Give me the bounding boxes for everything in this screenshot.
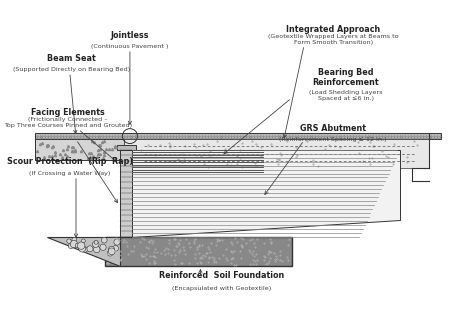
Circle shape — [107, 250, 113, 256]
Circle shape — [79, 245, 86, 252]
Circle shape — [75, 243, 80, 247]
Circle shape — [108, 246, 115, 253]
Text: Facing Elements: Facing Elements — [31, 108, 104, 116]
Bar — [124, 139, 428, 168]
Text: (Supported Directly on Bearing Bed): (Supported Directly on Bearing Bed) — [13, 67, 130, 72]
Circle shape — [101, 237, 107, 243]
Circle shape — [82, 247, 87, 252]
Text: GRS Abutment: GRS Abutment — [300, 124, 366, 133]
Circle shape — [108, 248, 115, 255]
Circle shape — [100, 244, 106, 251]
Circle shape — [67, 239, 71, 243]
Circle shape — [72, 237, 77, 242]
Text: Reinforced  Soil Foundation: Reinforced Soil Foundation — [158, 271, 284, 280]
Text: (Encapsulated with Geotextile): (Encapsulated with Geotextile) — [171, 285, 271, 290]
Circle shape — [81, 239, 85, 243]
Text: Bearing Bed
Reinforcement: Bearing Bed Reinforcement — [312, 68, 379, 87]
Circle shape — [70, 240, 77, 248]
Polygon shape — [47, 237, 120, 266]
Bar — [35, 133, 441, 139]
Circle shape — [94, 240, 98, 244]
Circle shape — [87, 246, 93, 252]
Bar — [105, 237, 292, 266]
Text: (If Crossing a Water Way): (If Crossing a Water Way) — [29, 171, 110, 176]
Text: (Geotextile Wrapped Layers at Beams to
Form Smooth Transition): (Geotextile Wrapped Layers at Beams to F… — [268, 34, 399, 45]
Bar — [120, 150, 132, 237]
Text: Jointless: Jointless — [111, 31, 149, 40]
Text: (Frictionally Connected –
Top Three Courses Pinned and Grouted): (Frictionally Connected – Top Three Cour… — [4, 117, 132, 128]
Text: (Load Shedding Layers
Spaced at ≤6 in.): (Load Shedding Layers Spaced at ≤6 in.) — [309, 90, 382, 101]
Text: (Reinforcement Spacing ≤ 12 in.): (Reinforcement Spacing ≤ 12 in.) — [279, 138, 387, 143]
Text: Scour Protection  (Rip  Rap): Scour Protection (Rip Rap) — [7, 157, 133, 166]
Polygon shape — [132, 150, 400, 237]
Circle shape — [93, 241, 99, 247]
Text: (Continuous Pavement ): (Continuous Pavement ) — [91, 44, 169, 49]
Circle shape — [114, 239, 120, 245]
Circle shape — [94, 246, 100, 253]
Circle shape — [68, 243, 73, 249]
Circle shape — [113, 246, 118, 251]
Text: Integrated Approach: Integrated Approach — [286, 25, 380, 34]
Circle shape — [77, 242, 85, 249]
Bar — [117, 145, 136, 150]
Text: Beam Seat: Beam Seat — [48, 54, 96, 63]
Bar — [35, 139, 124, 160]
